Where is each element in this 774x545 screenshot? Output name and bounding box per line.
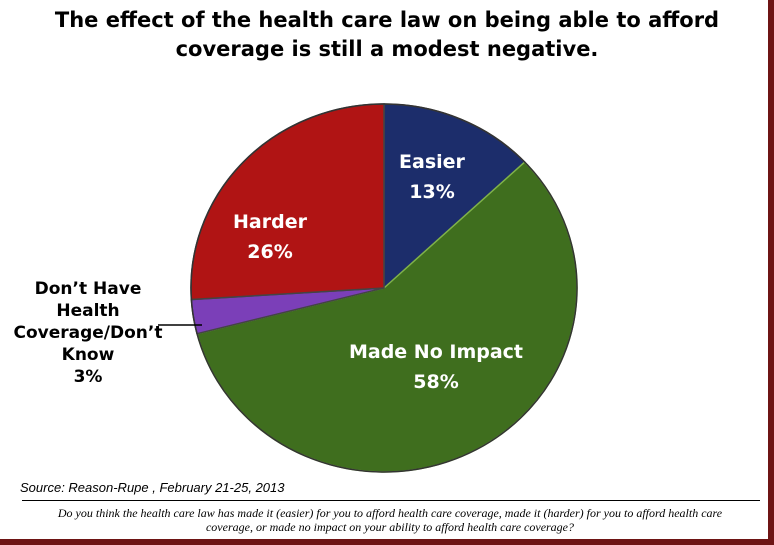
slice-value-label: 13% bbox=[409, 181, 454, 203]
survey-question: Do you think the health care law has mad… bbox=[57, 506, 723, 534]
divider bbox=[22, 500, 760, 501]
slice-value-label: 58% bbox=[413, 371, 458, 393]
slice-name-label: Made No Impact bbox=[349, 341, 523, 363]
pie-outline bbox=[190, 103, 578, 473]
source-note: Source: Reason-Rupe , February 21-25, 20… bbox=[20, 480, 285, 495]
frame-border bbox=[0, 539, 774, 545]
slice-label-dont-know: Don’t Have Health Coverage/Don’t Know 3% bbox=[8, 278, 168, 388]
slice-value-label: 26% bbox=[247, 241, 292, 263]
slice-label-value: 3% bbox=[73, 367, 103, 387]
slice-name-label: Harder bbox=[233, 211, 308, 233]
pie-slice-harder bbox=[190, 103, 385, 301]
slice-label-name: Don’t Have Health Coverage/Don’t Know bbox=[13, 279, 163, 365]
slice-name-label: Easier bbox=[399, 151, 466, 173]
chart-title: The effect of the health care law on bei… bbox=[54, 8, 720, 61]
